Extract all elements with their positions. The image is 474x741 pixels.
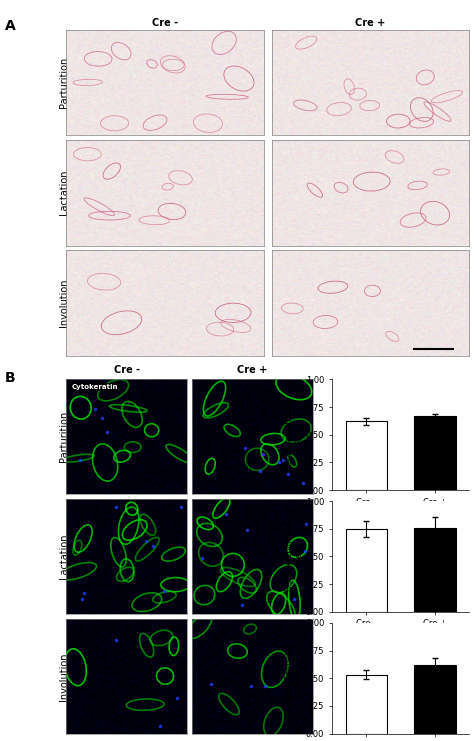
Y-axis label: Relative Epithelial
Area: Relative Epithelial Area xyxy=(285,400,304,470)
Y-axis label: Relative Epithelial
Area: Relative Epithelial Area xyxy=(285,522,304,591)
Text: B: B xyxy=(5,370,15,385)
Text: A: A xyxy=(5,19,16,33)
Bar xyxy=(414,416,456,490)
Text: Cytokeratin: Cytokeratin xyxy=(71,384,118,390)
Y-axis label: Relative Epithelial
Area: Relative Epithelial Area xyxy=(285,643,304,713)
Y-axis label: Parturition: Parturition xyxy=(59,57,69,108)
Text: Cre +: Cre + xyxy=(356,19,386,28)
Bar xyxy=(414,665,456,734)
Y-axis label: Parturition: Parturition xyxy=(59,411,69,462)
Y-axis label: Lactation: Lactation xyxy=(59,170,69,216)
Bar xyxy=(414,528,456,612)
Bar xyxy=(346,529,387,612)
Bar xyxy=(346,675,387,734)
Y-axis label: Involution: Involution xyxy=(59,652,69,701)
Y-axis label: Involution: Involution xyxy=(59,279,69,327)
Text: Cre -: Cre - xyxy=(152,19,178,28)
Text: Cre +: Cre + xyxy=(237,365,267,375)
Bar xyxy=(346,422,387,490)
Y-axis label: Lactation: Lactation xyxy=(59,534,69,579)
Text: Cre -: Cre - xyxy=(114,365,140,375)
